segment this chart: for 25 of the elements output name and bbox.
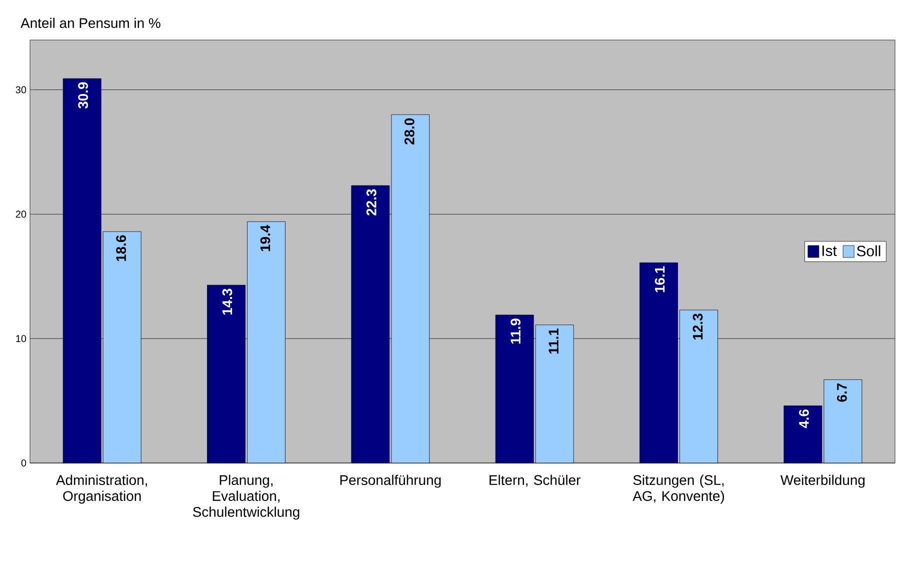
data-label: 28.0: [404, 118, 414, 145]
data-label: 6.7: [836, 383, 847, 402]
data-label: 4.6: [798, 409, 809, 428]
y-tick-label: 20: [16, 210, 26, 218]
data-label: 18.6: [116, 235, 126, 262]
data-label: 19.4: [260, 224, 270, 252]
y-axis-title: Anteil an Pensum in %: [20, 18, 160, 28]
data-label: 30.9: [78, 82, 88, 109]
x-tick-label: Planung, Evaluation, Schulentwicklung: [193, 474, 300, 520]
x-tick-label: Weiterbildung: [780, 474, 865, 488]
data-label: 16.1: [654, 266, 665, 292]
data-label: 14.3: [222, 288, 232, 315]
data-label: 11.9: [510, 318, 521, 344]
x-tick-label: Administration, Organisation: [56, 474, 147, 504]
x-tick-label: Eltern, Schüler: [490, 474, 580, 487]
legend-label: Ist: [822, 246, 837, 256]
data-label: 12.3: [692, 314, 703, 340]
y-tick-label: 30: [16, 86, 26, 94]
data-label: 11.1: [548, 328, 558, 354]
x-tick-label: Personalführung: [340, 474, 441, 488]
y-tick-label: 10: [16, 335, 26, 342]
y-tick-label: 0: [21, 459, 26, 467]
x-tick-label: Sitzungen (SL, AG, Konvente): [632, 474, 724, 504]
legend-label: Soll: [856, 245, 880, 256]
data-label: 22.3: [366, 189, 376, 216]
